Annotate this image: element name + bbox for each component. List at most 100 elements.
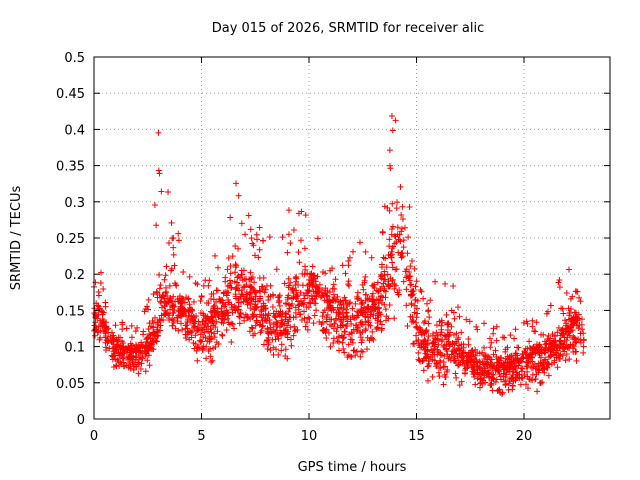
data-point bbox=[287, 240, 294, 247]
data-point bbox=[516, 359, 523, 366]
data-point bbox=[222, 301, 229, 308]
data-point bbox=[142, 353, 149, 360]
data-point bbox=[256, 224, 263, 231]
data-point bbox=[382, 288, 389, 295]
data-point bbox=[316, 281, 323, 288]
data-point bbox=[362, 309, 369, 316]
data-point bbox=[479, 349, 486, 356]
data-point bbox=[120, 340, 127, 347]
data-point bbox=[331, 294, 338, 301]
data-point bbox=[486, 364, 493, 371]
data-point bbox=[319, 287, 326, 294]
data-point bbox=[342, 297, 349, 304]
data-point bbox=[393, 205, 400, 212]
data-point bbox=[566, 356, 573, 363]
data-point bbox=[258, 306, 265, 313]
data-point bbox=[146, 362, 153, 369]
data-point bbox=[156, 170, 163, 177]
data-point bbox=[313, 307, 320, 314]
data-point bbox=[145, 325, 152, 332]
data-point bbox=[184, 318, 191, 325]
data-point bbox=[265, 312, 272, 319]
data-point bbox=[487, 344, 494, 351]
data-point bbox=[537, 362, 544, 369]
data-point bbox=[104, 339, 111, 346]
data-point bbox=[232, 180, 239, 187]
data-point bbox=[262, 286, 269, 293]
data-point bbox=[128, 334, 135, 341]
data-point bbox=[335, 298, 342, 305]
data-point bbox=[276, 302, 283, 309]
data-point bbox=[283, 301, 290, 308]
data-point bbox=[425, 320, 432, 327]
data-point bbox=[276, 293, 283, 300]
data-point bbox=[346, 331, 353, 338]
data-point bbox=[210, 305, 217, 312]
data-point bbox=[204, 338, 211, 345]
data-point bbox=[479, 369, 486, 376]
data-point bbox=[537, 380, 544, 387]
data-point bbox=[319, 313, 326, 320]
data-point bbox=[154, 319, 161, 326]
data-point bbox=[527, 358, 534, 365]
data-point bbox=[127, 365, 134, 372]
data-point bbox=[418, 339, 425, 346]
data-point bbox=[227, 277, 234, 284]
data-point bbox=[94, 329, 101, 336]
data-point bbox=[180, 309, 187, 316]
data-point bbox=[417, 326, 424, 333]
data-point bbox=[327, 305, 334, 312]
data-point bbox=[145, 352, 152, 359]
data-point bbox=[274, 320, 281, 327]
data-point bbox=[490, 325, 497, 332]
data-point bbox=[163, 301, 170, 308]
data-point bbox=[448, 323, 455, 330]
data-point bbox=[135, 370, 142, 377]
data-point bbox=[360, 286, 367, 293]
data-point bbox=[287, 336, 294, 343]
data-point bbox=[547, 353, 554, 360]
data-point bbox=[264, 326, 271, 333]
data-point bbox=[580, 337, 587, 344]
data-point bbox=[389, 245, 396, 252]
data-point bbox=[411, 309, 418, 316]
data-point bbox=[555, 355, 562, 362]
data-point bbox=[547, 340, 554, 347]
data-point bbox=[139, 343, 146, 350]
data-point bbox=[248, 235, 255, 242]
data-point bbox=[304, 319, 311, 326]
data-point bbox=[358, 348, 365, 355]
y-tick-label: 0.45 bbox=[56, 87, 85, 102]
grid-lines bbox=[94, 57, 610, 419]
data-point bbox=[279, 234, 286, 241]
data-point bbox=[476, 384, 483, 391]
data-point bbox=[576, 294, 583, 301]
data-point bbox=[401, 224, 408, 231]
data-point bbox=[252, 322, 259, 329]
data-point bbox=[323, 318, 330, 325]
data-point bbox=[254, 303, 261, 310]
data-point bbox=[248, 324, 255, 331]
data-point bbox=[248, 283, 255, 290]
data-point bbox=[319, 319, 326, 326]
data-point bbox=[259, 322, 266, 329]
data-point bbox=[274, 333, 281, 340]
data-point bbox=[418, 288, 425, 295]
data-point bbox=[554, 344, 561, 351]
data-point bbox=[523, 381, 530, 388]
data-point bbox=[154, 289, 161, 296]
data-point bbox=[247, 226, 254, 233]
data-point bbox=[519, 350, 526, 357]
data-point bbox=[413, 314, 420, 321]
data-point bbox=[373, 296, 380, 303]
data-point bbox=[270, 351, 277, 358]
data-point bbox=[198, 293, 205, 300]
data-point bbox=[472, 381, 479, 388]
data-point bbox=[514, 344, 521, 351]
y-tick-label: 0.35 bbox=[56, 160, 85, 175]
data-point bbox=[458, 329, 465, 336]
data-point bbox=[190, 298, 197, 305]
data-point bbox=[112, 322, 119, 329]
data-point bbox=[359, 337, 366, 344]
data-point bbox=[214, 328, 221, 335]
